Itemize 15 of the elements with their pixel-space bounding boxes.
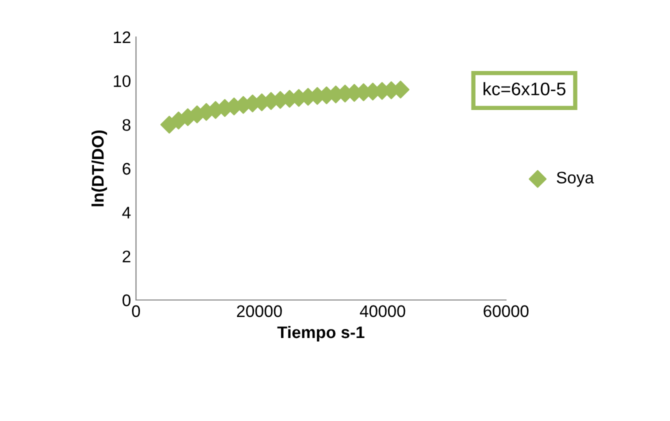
- y-tick-label: 8: [122, 119, 130, 131]
- y-tick-label: 10: [114, 75, 130, 88]
- legend-label: Soya: [556, 172, 594, 187]
- x-axis-title: Tiempo s-1: [277, 326, 364, 342]
- y-axis-title: ln(DT/DO): [92, 130, 108, 206]
- y-tick-label: 0: [122, 294, 130, 306]
- x-tick-label: 0: [132, 305, 140, 318]
- x-tick-label: 20000: [237, 305, 282, 318]
- y-tick-label: 2: [122, 250, 130, 262]
- y-tick-label: 4: [122, 206, 131, 218]
- x-tick-label: 60000: [484, 305, 529, 318]
- y-tick-label: 12: [114, 31, 130, 44]
- x-tick-label: 40000: [360, 305, 406, 318]
- annotation: kc=6x10-5: [484, 82, 566, 96]
- y-tick-label: 6: [122, 162, 130, 175]
